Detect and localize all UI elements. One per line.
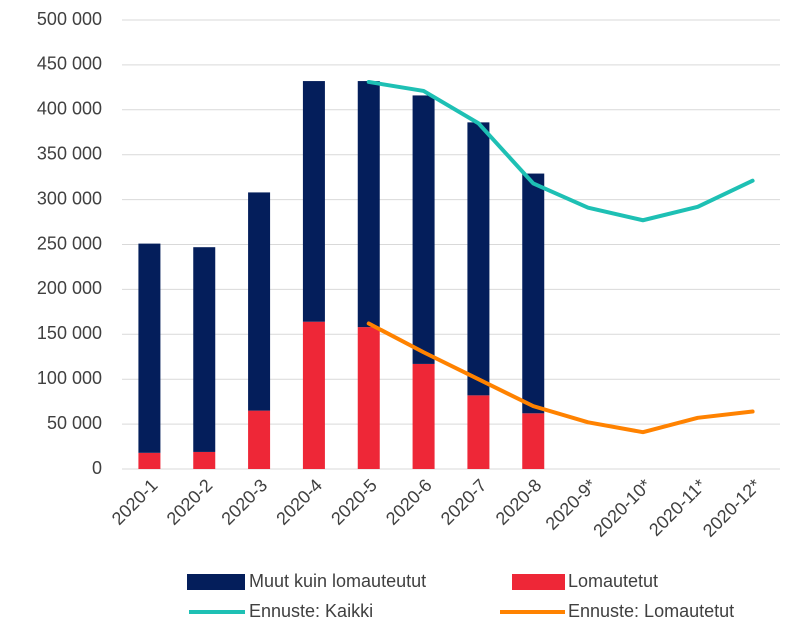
bar [193, 451, 216, 469]
bar [248, 192, 271, 411]
x-tick-label: 2020-6 [382, 475, 436, 529]
y-tick-label: 200 000 [37, 278, 102, 298]
x-tick-label: 2020-3 [217, 475, 271, 529]
y-tick-label: 400 000 [37, 99, 102, 119]
bar [302, 81, 325, 322]
legend-label: Ennuste: Kaikki [249, 601, 373, 621]
bar [138, 452, 161, 469]
y-tick-label: 50 000 [47, 413, 102, 433]
x-tick-label: 2020-11* [645, 475, 710, 540]
bar [467, 122, 490, 396]
y-tick-label: 150 000 [37, 323, 102, 343]
bar [412, 363, 435, 469]
x-tick-label: 2020-10* [589, 475, 655, 541]
line [366, 79, 755, 223]
x-tick-label: 2020-7 [437, 475, 491, 529]
y-tick-label: 500 000 [37, 9, 102, 29]
y-tick-label: 300 000 [37, 188, 102, 208]
bar [302, 321, 325, 469]
bar [193, 247, 216, 452]
bar [522, 173, 545, 414]
bar [248, 410, 271, 469]
y-tick-label: 0 [92, 458, 102, 478]
x-tick-label: 2020-4 [272, 475, 326, 529]
legend-swatch [512, 574, 565, 590]
x-tick-label: 2020-2 [163, 475, 217, 529]
legend-swatch [187, 574, 245, 590]
y-tick-label: 100 000 [37, 368, 102, 388]
bar [412, 95, 435, 364]
x-tick-label: 2020-8 [492, 475, 546, 529]
bar [357, 327, 380, 469]
x-tick-label: 2020-5 [327, 475, 381, 529]
y-tick-label: 450 000 [37, 54, 102, 74]
y-tick-label: 350 000 [37, 143, 102, 163]
bar [357, 81, 380, 328]
legend-label: Ennuste: Lomautetut [568, 601, 734, 621]
bar [138, 243, 161, 453]
y-tick-label: 250 000 [37, 233, 102, 253]
line [366, 321, 755, 435]
bar [522, 413, 545, 469]
legend-label: Lomautetut [568, 571, 658, 591]
legend-label: Muut kuin lomauteutut [249, 571, 426, 591]
x-tick-label: 2020-12* [699, 475, 765, 541]
bar [467, 395, 490, 469]
x-tick-label: 2020-1 [108, 475, 162, 529]
